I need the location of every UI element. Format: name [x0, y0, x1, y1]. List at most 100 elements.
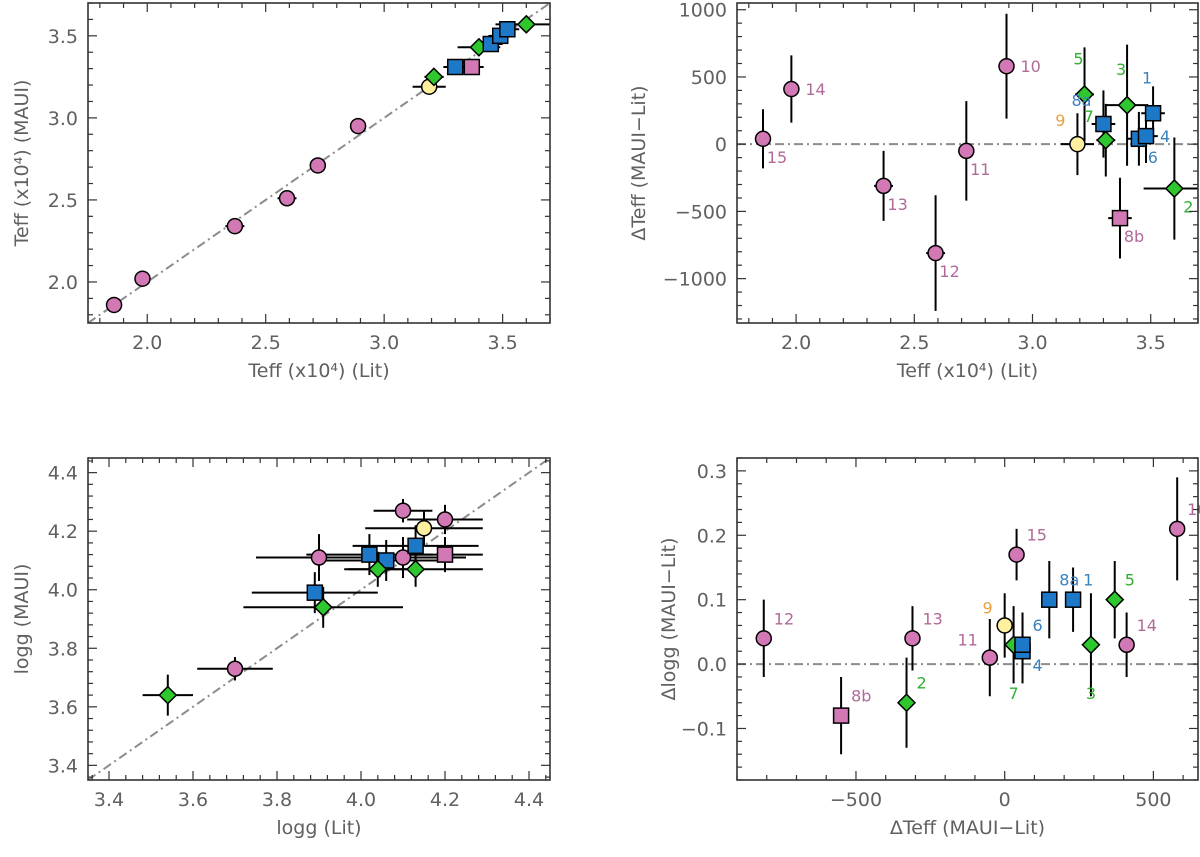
chart-panel-1: 2.0 2.5 3.0 3.5 2.0 2.5 3.0 3.5 Teff (x10⁴) (Lit… [11, 2, 551, 382]
point-label: 9 [982, 598, 992, 617]
x-axis-label: Teff (x10⁴) (Lit) [247, 360, 389, 382]
data-point-diamond [368, 559, 388, 579]
point-label: 1 [1142, 68, 1152, 87]
x-tick-label: 3.0 [1017, 332, 1047, 354]
ticks [737, 3, 1199, 323]
point-label: 4 [1160, 127, 1170, 146]
x-axis-label: logg (Lit) [276, 817, 361, 839]
data-point-diamond [1096, 130, 1116, 150]
data-point-square [1095, 115, 1112, 133]
ticks [736, 457, 1198, 781]
data-point-square [1111, 209, 1129, 227]
data-point-circle [278, 190, 296, 207]
plot-area [737, 477, 1198, 755]
data-point-circle [1008, 546, 1025, 563]
data-point-circle [927, 244, 944, 262]
data-point-circle [310, 549, 328, 566]
y-tick-label: 3.6 [48, 697, 78, 719]
point-label: 10 [1021, 57, 1041, 76]
y-tick-label: 0.3 [697, 461, 727, 483]
point-label: 8a [1071, 91, 1091, 110]
y-tick-label: 3.0 [48, 108, 78, 130]
data-point-square [407, 537, 424, 555]
data-point-diamond [896, 693, 917, 713]
data-point-circle [394, 549, 412, 566]
x-tick-label: 2.5 [899, 332, 929, 354]
data-point-circle [436, 511, 454, 528]
y-tick-label: 3.8 [48, 638, 78, 660]
data-point-square [377, 552, 395, 569]
data-point-circle [958, 142, 975, 160]
x-tick-label: 3.4 [94, 789, 124, 811]
data-point-square [1144, 105, 1162, 122]
y-tick-label: 4.0 [48, 580, 78, 602]
x-tick-label: 2.0 [781, 332, 811, 354]
point-label: 12 [774, 609, 794, 628]
axes-frame [736, 2, 1199, 324]
data-point-circle [754, 130, 772, 148]
data-point-circle [134, 270, 151, 287]
point-label: 12 [939, 262, 959, 281]
data-point-circle [996, 617, 1013, 634]
point-label: 5 [1073, 49, 1083, 68]
x-tick-label: 2.0 [132, 332, 162, 354]
point-label: 13 [887, 195, 907, 214]
data-point-diamond [1081, 635, 1101, 655]
y-axis-label: Δlogg (MAUI−Lit) [658, 537, 680, 700]
x-tick-label: 4.4 [514, 789, 544, 811]
data-point-circle [349, 117, 367, 135]
data-point-square [361, 546, 378, 563]
point-label: 8b [851, 687, 871, 706]
y-tick-label: 2.0 [48, 272, 78, 294]
data-point-square [1041, 591, 1058, 608]
point-label: 8a [1059, 571, 1079, 590]
data-point-square [1137, 127, 1155, 145]
point-label: 3 [1116, 60, 1126, 79]
point-label: 6 [1033, 616, 1043, 635]
data-point-circle [415, 520, 433, 537]
data-point-circle [226, 660, 244, 678]
x-tick-label: 3.6 [178, 789, 208, 811]
data-point-circle [755, 630, 773, 647]
data-point-square [446, 58, 464, 76]
y-tick-label: 3.5 [48, 26, 78, 48]
data-point-diamond [406, 559, 426, 579]
ticks [88, 458, 550, 780]
point-label: 9 [1055, 111, 1065, 130]
point-label: 2 [1183, 198, 1193, 217]
chart-panel-4: 128b213119715468a1351410−5000500−0.10.00… [658, 457, 1200, 839]
x-tick-label: 0 [999, 789, 1011, 811]
y-tick-label: −0.1 [681, 718, 727, 740]
point-label: 15 [767, 148, 787, 167]
chart-panel-3: 3.4 3.6 3.8 4.0 4.2 4.4 3.4 3.6 3.8 4.0 4.2 4.4 logg… [11, 457, 551, 839]
ticks [88, 2, 551, 323]
axes-frame [87, 457, 551, 781]
x-tick-label: 500 [1135, 789, 1171, 811]
plot-area [88, 458, 550, 780]
point-label: 4 [1033, 656, 1043, 675]
y-axis-label: ΔTeff (MAUI−Lit) [628, 85, 650, 240]
y-tick-label: 0.1 [697, 590, 727, 612]
data-point-square [1064, 591, 1082, 608]
y-tick-label: 500 [691, 67, 727, 89]
data-point-circle [1118, 636, 1135, 654]
plot-area [88, 3, 550, 323]
x-tick-label: 3.5 [1136, 332, 1166, 354]
data-point-diamond [1074, 84, 1095, 104]
point-label: 1 [1083, 571, 1093, 590]
data-point-square [463, 58, 481, 76]
axes-frame [736, 457, 1199, 781]
y-tick-label: 0 [715, 134, 727, 156]
y-tick-label: 1000 [679, 0, 727, 22]
y-tick-label: 2.5 [48, 190, 78, 212]
x-tick-label: 3.8 [262, 789, 292, 811]
y-axis-label: Teff (x10⁴) (MAUI) [11, 80, 33, 248]
x-axis-label: Teff (x10⁴) (Lit) [896, 360, 1038, 382]
data-point-diamond [313, 597, 333, 617]
y-tick-label: 0.0 [697, 654, 727, 676]
x-tick-label: 4.2 [430, 789, 460, 811]
data-point-square [1014, 636, 1031, 654]
point-label: 11 [970, 160, 990, 179]
